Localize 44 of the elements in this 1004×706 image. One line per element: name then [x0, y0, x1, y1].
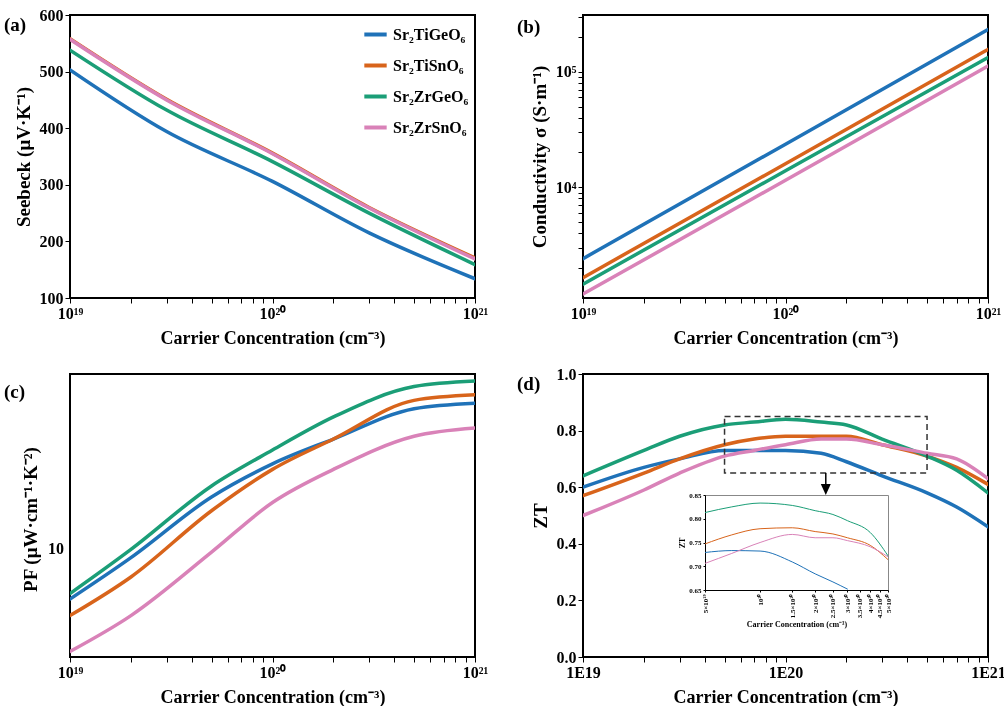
y-tick-label: 0.4	[556, 535, 577, 553]
y-tick-label: 0.6	[556, 478, 577, 496]
x-tick-label: 10²¹	[462, 304, 489, 322]
y-axis-title: ZT	[678, 537, 688, 549]
chart-title: (d)	[517, 373, 541, 395]
x-tick-label: 10²¹	[975, 304, 1002, 322]
x-axis-title: Carrier Concentration (cm⁻³)	[673, 327, 899, 349]
y-axis-title: ZT	[529, 503, 551, 529]
y-tick-label: 0.0	[556, 648, 577, 666]
y-tick-label: 1.0	[556, 365, 577, 383]
y-tick-label: 0.8	[556, 422, 577, 440]
x-axis-title: Carrier Concentration (cm⁻³)	[160, 686, 386, 706]
y-tick-label: 400	[39, 119, 64, 137]
x-tick-label: 10¹⁹	[57, 663, 84, 681]
chart-title: (b)	[517, 15, 541, 38]
x-tick-label: 10²⁰	[259, 663, 287, 681]
x-tick-label: 1E19	[566, 663, 601, 681]
y-tick-label: 500	[39, 63, 64, 81]
y-tick-label: 100	[39, 289, 64, 307]
legend-label: Sr₂ZrGeO₆	[393, 87, 469, 105]
chart-title: (c)	[4, 381, 26, 403]
y-tick-label: 0.2	[556, 591, 577, 609]
y-tick-label: 300	[39, 176, 64, 194]
y-tick-label: 10⁵	[555, 63, 577, 81]
x-axis-title: Carrier Concentration (cm⁻³)	[746, 620, 848, 630]
text: 10	[48, 540, 64, 558]
x-tick-label: 10²⁰	[772, 304, 800, 322]
y-tick-label: 600	[39, 6, 64, 24]
x-axis-title: Carrier Concentration (cm⁻³)	[673, 686, 899, 706]
x-tick-label: 10¹⁹	[57, 304, 84, 322]
y-axis-title: PF (μW·cm⁻¹·K⁻²)	[19, 447, 42, 592]
x-axis-title: Carrier Concentration (cm⁻³)	[160, 327, 386, 349]
y-axis-title: Conductivity σ (S·m⁻¹)	[528, 65, 551, 249]
chart-title: (a)	[4, 14, 27, 36]
y-tick-label: 200	[39, 232, 64, 250]
legend-label: Sr₂TiSnO₆	[393, 56, 464, 74]
y-tick-label: 10⁴	[555, 178, 577, 196]
x-tick-label: 10²¹	[462, 663, 489, 681]
legend-label: Sr₂ZrSnO₆	[393, 118, 467, 136]
legend-label: Sr₂TiGeO₆	[393, 25, 466, 43]
x-tick-label: 10¹⁹	[570, 304, 597, 322]
x-tick-label: 10²⁰	[259, 304, 287, 322]
y-axis-title: Seebeck (μV·K⁻¹)	[12, 86, 35, 228]
x-tick-label: 1E20	[768, 663, 804, 681]
